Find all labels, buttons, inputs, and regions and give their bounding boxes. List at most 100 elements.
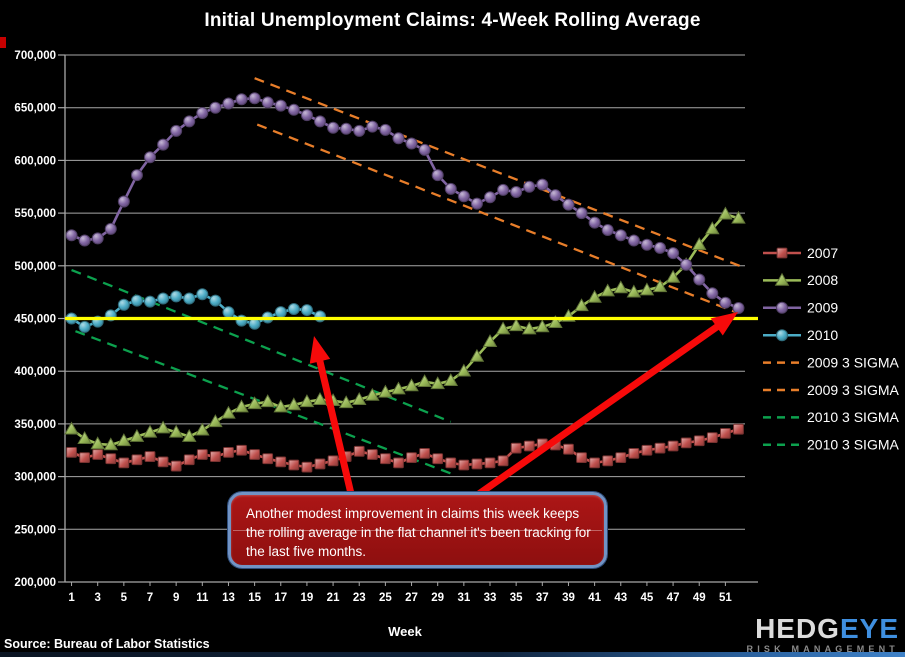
- series-2009-marker: [484, 191, 496, 204]
- series-2009-marker: [117, 195, 130, 208]
- series-2008-marker: [456, 363, 472, 377]
- series-2009-marker: [719, 296, 732, 309]
- x-tick-label: 17: [274, 592, 287, 604]
- series-2009-marker: [444, 182, 457, 195]
- series-2009-marker: [614, 229, 627, 242]
- series-2008-marker: [718, 206, 733, 220]
- series-2007-marker: [236, 444, 247, 456]
- series-2007-marker: [393, 457, 404, 469]
- series-2008-marker: [731, 210, 746, 224]
- legend-label: 2007: [807, 245, 838, 261]
- series-2007-marker: [733, 423, 744, 435]
- series-2007-marker: [366, 449, 378, 460]
- series-2008-marker: [90, 436, 105, 450]
- series-2007-marker: [776, 247, 788, 259]
- series-2010-marker: [235, 314, 248, 327]
- series-2007-marker: [654, 442, 666, 454]
- red-corner-mark: [0, 37, 6, 48]
- series-2007-marker: [327, 455, 339, 467]
- series-2007-marker: [432, 453, 444, 465]
- series-2007-marker: [262, 453, 274, 465]
- y-tick-label: 500,000: [14, 261, 56, 273]
- series-2007-marker: [157, 456, 169, 468]
- series-2009-marker: [431, 169, 444, 182]
- x-tick-label: 25: [379, 592, 392, 604]
- series-2009-marker: [706, 287, 719, 300]
- bottom-blue-strip: [0, 652, 905, 657]
- series-2009-marker: [654, 241, 666, 254]
- series-2007-marker: [628, 448, 640, 459]
- series-2008-marker: [168, 424, 184, 438]
- legend-item-2009-3-sigma: 2009 3 SIGMA: [763, 382, 899, 398]
- x-tick-label: 41: [588, 592, 601, 604]
- series-2007-marker: [223, 446, 234, 458]
- series-2010-marker: [314, 310, 326, 323]
- series-2007-marker: [406, 452, 417, 464]
- series-2009-marker: [248, 92, 261, 105]
- series-2009-marker: [392, 132, 405, 145]
- x-tick-label: 23: [353, 592, 366, 604]
- x-tick-label: 43: [614, 592, 627, 604]
- series-2009-marker: [222, 97, 235, 110]
- series-2007-marker: [118, 457, 130, 469]
- x-tick-label: 39: [562, 592, 575, 604]
- series-2009-marker: [667, 247, 680, 260]
- series-2009-marker: [327, 121, 340, 134]
- series-2007-marker: [667, 440, 679, 452]
- sigma-line-2010-3-sigma: [71, 268, 452, 423]
- x-tick-label: 49: [693, 592, 706, 604]
- series-2009-marker: [510, 186, 523, 199]
- x-tick-label: 27: [405, 592, 418, 604]
- y-tick-label: 250,000: [14, 524, 56, 536]
- series-2009-marker: [353, 124, 366, 137]
- annotation-box: Another modest improvement in claims thi…: [228, 492, 607, 568]
- series-2007-marker: [275, 456, 287, 468]
- series-2007-marker: [379, 453, 391, 465]
- series-2007-marker: [301, 461, 313, 473]
- annotation-text: Another modest improvement in claims thi…: [246, 506, 591, 560]
- series-2008-marker: [365, 387, 380, 401]
- series-2008-marker: [508, 318, 524, 332]
- x-tick-label: 21: [327, 592, 340, 604]
- series-2007-marker: [523, 440, 535, 452]
- series-2010-marker: [117, 298, 130, 311]
- series-2010-marker: [196, 288, 209, 301]
- logo-hedg-text: HEDG: [755, 613, 840, 644]
- series-2007-marker: [510, 442, 522, 454]
- y-tick-label: 300,000: [14, 472, 56, 484]
- y-tick-label: 450,000: [14, 314, 56, 326]
- x-tick-label: 1: [68, 592, 75, 604]
- series-2009-marker: [627, 234, 640, 247]
- series-2009-marker: [235, 93, 248, 106]
- x-tick-label: 35: [510, 592, 523, 604]
- legend-label: 2009: [807, 300, 838, 316]
- y-tick-label: 600,000: [14, 155, 56, 167]
- series-2007-marker: [196, 449, 208, 460]
- series-2007-marker: [589, 457, 601, 469]
- series-2010-marker: [300, 304, 313, 317]
- legend-label: 2008: [807, 272, 838, 288]
- legend-label: 2010: [807, 327, 838, 343]
- series-2008-marker: [155, 420, 171, 434]
- legend-item-2010-3-sigma: 2010 3 SIGMA: [763, 409, 899, 425]
- legend-item-2009-3-sigma: 2009 3 SIGMA: [763, 354, 899, 370]
- series-2008-marker: [404, 378, 419, 392]
- series-2009-marker: [379, 123, 392, 136]
- series-2007-marker: [706, 432, 718, 444]
- series-2007-marker: [144, 451, 156, 462]
- series-2008-marker: [312, 392, 328, 405]
- series-2009-marker: [130, 169, 143, 182]
- series-2008-marker: [116, 433, 132, 447]
- y-tick-label: 350,000: [14, 419, 56, 431]
- series-2008-marker: [665, 269, 681, 283]
- series-2008-marker: [234, 399, 249, 413]
- series-2009-marker: [575, 207, 588, 220]
- series-2010-marker: [130, 294, 143, 307]
- series-2008-marker: [351, 392, 367, 405]
- series-2007-marker: [484, 457, 496, 469]
- annotation-arrow-head: [710, 312, 738, 336]
- series-2007-marker: [680, 437, 692, 449]
- series-2007-marker: [615, 452, 627, 464]
- series-2009-marker: [157, 138, 170, 151]
- series-2009-marker: [170, 124, 183, 137]
